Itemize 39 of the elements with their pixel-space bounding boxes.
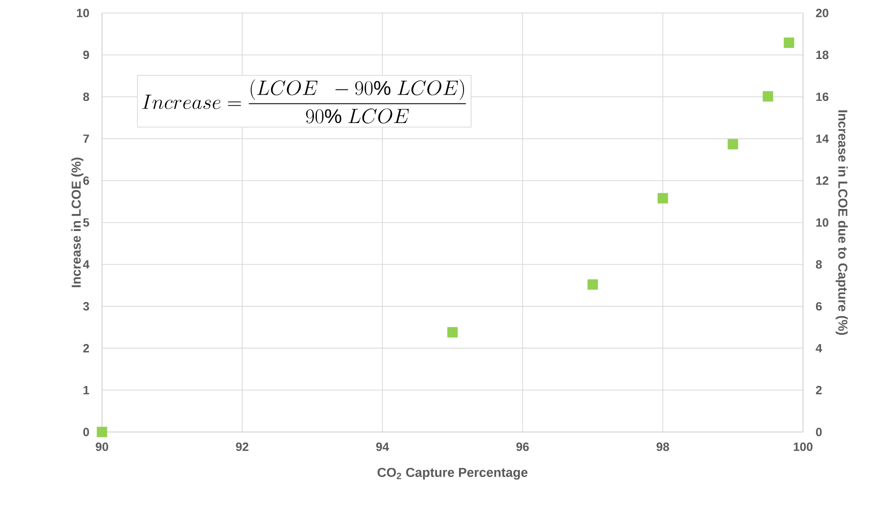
y2-tick-label: 14 bbox=[816, 134, 829, 143]
y2-axis-title: Increase in LCOE due to Capture (%) bbox=[836, 110, 848, 335]
y-tick-label: 2 bbox=[83, 344, 90, 352]
annotation: $Increase=\frac{(LCOE\ \ -90\%\ LCOE)}{90\%\ LCOE}$ bbox=[142, 79, 466, 124]
y2-tick-label: 4 bbox=[816, 344, 822, 352]
y2-tick-label: 10 bbox=[816, 218, 828, 227]
y2-tick-label: 20 bbox=[816, 8, 828, 18]
point bbox=[447, 327, 458, 338]
y-tick-label: 10 bbox=[76, 8, 89, 18]
y2-tick-label: 16 bbox=[816, 92, 828, 102]
x-tick-label: 100 bbox=[794, 442, 812, 451]
x-tick-label: 98 bbox=[656, 442, 670, 451]
x-tick-label: 94 bbox=[376, 442, 389, 451]
point bbox=[658, 192, 668, 204]
x-tick-label: 96 bbox=[516, 442, 529, 451]
x-tick-label: 92 bbox=[236, 442, 248, 451]
y-axis-title: Increase in LCOE (%) bbox=[71, 158, 84, 288]
y-tick-label: 9 bbox=[83, 50, 90, 60]
y2-tick-label: 8 bbox=[816, 260, 822, 269]
point bbox=[96, 426, 108, 438]
y2-tick-label: 0 bbox=[816, 428, 822, 436]
y2-tick-label: 12 bbox=[816, 176, 828, 185]
y-tick-label: 1 bbox=[84, 386, 90, 394]
y-tick-label: 8 bbox=[83, 92, 90, 102]
point bbox=[728, 138, 738, 150]
y-tick-label: 6 bbox=[83, 176, 90, 185]
y-tick-label: 7 bbox=[83, 134, 89, 143]
y-tick-label: 3 bbox=[83, 302, 90, 311]
x-tick-label: 90 bbox=[96, 442, 108, 451]
x-axis-title: CO$_{2}$ Capture Percentage bbox=[378, 468, 528, 480]
y-tick-label: 5 bbox=[83, 218, 90, 227]
y-tick-label: 4 bbox=[83, 260, 90, 269]
y-tick-label: 0 bbox=[83, 428, 89, 436]
y2-tick-label: 2 bbox=[816, 386, 822, 394]
point bbox=[784, 38, 794, 48]
point bbox=[588, 279, 598, 290]
y2-tick-label: 18 bbox=[816, 50, 828, 60]
point bbox=[762, 91, 774, 102]
y2-tick-label: 6 bbox=[816, 302, 822, 311]
